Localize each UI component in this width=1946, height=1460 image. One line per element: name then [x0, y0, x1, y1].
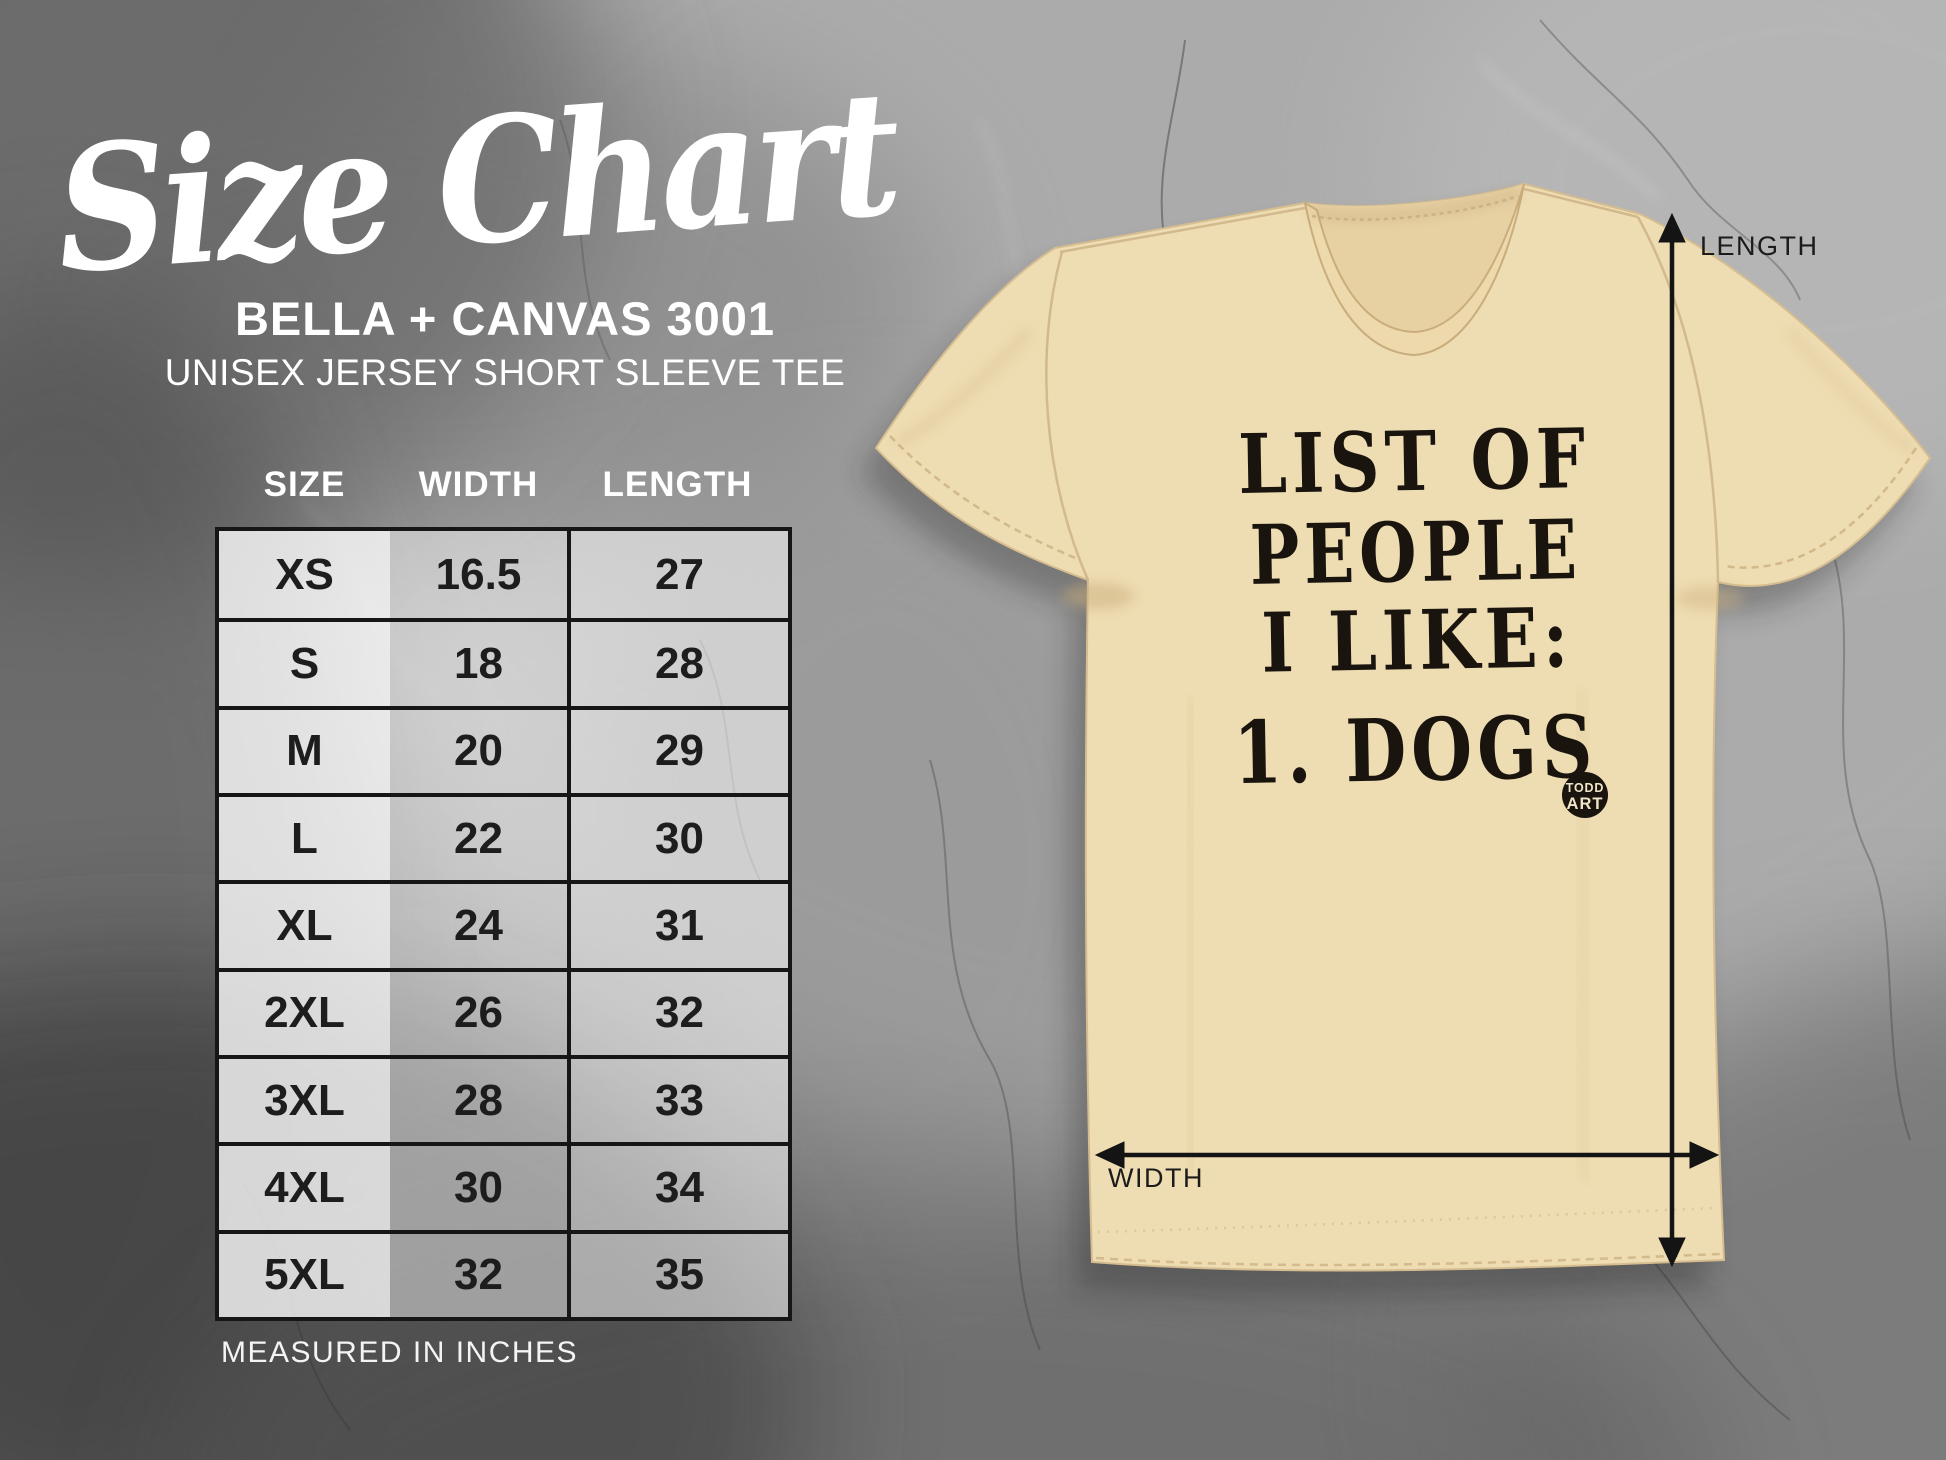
size-cell: XL — [219, 884, 390, 968]
length-label: LENGTH — [1700, 231, 1819, 261]
hem-stitches — [889, 435, 1918, 1267]
width-cell: 26 — [390, 971, 567, 1055]
shoulder-seams — [1045, 187, 1720, 583]
table-header-row: SIZE WIDTH LENGTH — [219, 462, 788, 508]
length-cell: 28 — [567, 622, 788, 706]
column-header-length: LENGTH — [602, 465, 753, 504]
table-row: XL 24 31 — [219, 880, 788, 968]
table-row: XS 16.5 27 — [219, 531, 788, 619]
size-cell: M — [219, 709, 390, 793]
size-cell: 5XL — [219, 1233, 390, 1317]
table-row: L 22 30 — [219, 793, 788, 881]
size-table: XS 16.5 27 S 18 28 M 20 29 L 22 30 XL 24… — [215, 527, 792, 1321]
width-cell: 18 — [390, 622, 567, 706]
shirt-print: LIST OF PEOPLE I LIKE: 1. DOGS — [1232, 411, 1598, 804]
width-label: WIDTH — [1108, 1163, 1204, 1193]
size-cell: XS — [219, 531, 390, 619]
badge-text-top: TODD — [1566, 781, 1604, 795]
width-arrowhead-left — [1094, 1141, 1125, 1169]
table-row: 5XL 32 35 — [219, 1229, 788, 1317]
width-cell: 32 — [390, 1233, 567, 1317]
shirt-print-line-4: 1. DOGS — [1232, 697, 1598, 804]
table-row: S 18 28 — [219, 618, 788, 706]
todd-art-badge: TODD ART — [1562, 772, 1608, 818]
badge-text-bottom: ART — [1567, 795, 1604, 813]
tshirt-silhouette — [874, 182, 1932, 1272]
shirt-print-line-3: I LIKE: — [1261, 590, 1575, 691]
table-row: 3XL 28 33 — [219, 1055, 788, 1143]
title-script-svg: Size Chart — [50, 51, 906, 312]
fabric-wrinkles — [895, 326, 1918, 1181]
width-cell: 24 — [390, 884, 567, 968]
measured-in-inches-note: MEASURED IN INCHES — [221, 1336, 579, 1369]
collar-band — [1303, 183, 1525, 357]
length-cell: 27 — [567, 531, 788, 619]
length-cell: 31 — [567, 884, 788, 968]
column-header-width: WIDTH — [418, 465, 539, 504]
measurement-arrows — [1094, 212, 1720, 1268]
width-cell: 20 — [390, 709, 567, 793]
size-cell: 3XL — [219, 1059, 390, 1143]
length-cell: 29 — [567, 709, 788, 793]
size-cell: 2XL — [219, 971, 390, 1055]
width-cell: 30 — [390, 1146, 567, 1230]
width-cell: 22 — [390, 797, 567, 881]
length-cell: 32 — [567, 971, 788, 1055]
brand-line: BELLA + CANVAS 3001 — [234, 292, 776, 345]
length-arrowhead-up — [1658, 212, 1686, 243]
size-chart-title: Size Chart — [50, 51, 906, 312]
shirt-print-line-2: PEOPLE — [1249, 502, 1583, 604]
length-cell: 35 — [567, 1233, 788, 1317]
shirt-print-line-1: LIST OF — [1237, 411, 1591, 513]
width-arrowhead-right — [1689, 1141, 1720, 1169]
table-row: 2XL 26 32 — [219, 967, 788, 1055]
collar-inner-shadow — [1309, 188, 1522, 221]
length-cell: 34 — [567, 1146, 788, 1230]
product-line: UNISEX JERSEY SHORT SLEEVE TEE — [164, 352, 846, 393]
length-cell: 33 — [567, 1059, 788, 1143]
width-cell: 28 — [390, 1059, 567, 1143]
size-cell: 4XL — [219, 1146, 390, 1230]
size-cell: L — [219, 797, 390, 881]
length-arrowhead-down — [1658, 1237, 1686, 1268]
table-row: M 20 29 — [219, 705, 788, 793]
table-row: 4XL 30 34 — [219, 1142, 788, 1230]
width-cell: 16.5 — [390, 531, 567, 619]
length-cell: 30 — [567, 797, 788, 881]
column-header-size: SIZE — [263, 465, 346, 504]
size-cell: S — [219, 622, 390, 706]
